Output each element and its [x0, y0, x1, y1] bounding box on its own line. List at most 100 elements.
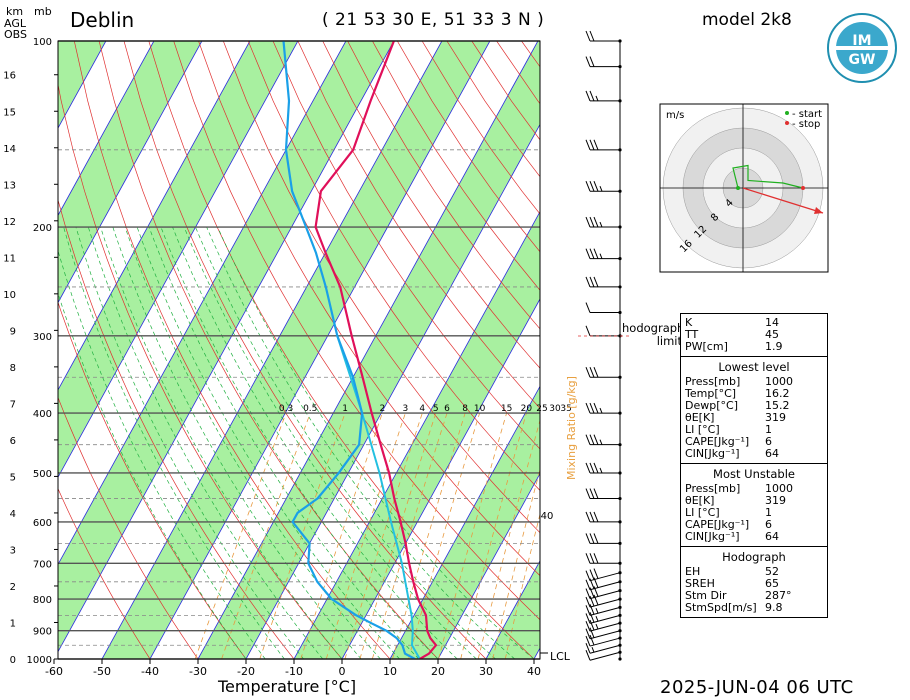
- x-tick-label: -30: [189, 665, 207, 678]
- dry-adiabat: [73, 41, 391, 659]
- barb-flag: [593, 402, 599, 414]
- station-name: Deblin: [70, 8, 135, 32]
- isotherm-lines: [0, 41, 540, 659]
- imgw-logo: IM GW: [826, 12, 898, 84]
- mixing-ratio-tick-label: 35: [560, 404, 571, 414]
- index-value: 1000: [765, 375, 793, 388]
- agl-header: AGL: [4, 17, 26, 30]
- dry-adiabats: [58, 41, 540, 659]
- height-tick-label: 6: [10, 436, 16, 447]
- barb-flag: [593, 367, 599, 378]
- barb-half-flag: [599, 186, 603, 192]
- index-row: CIN[Jkg⁻¹] 64: [681, 531, 827, 543]
- model-name: model 2k8: [702, 10, 792, 30]
- isotherm-line: [0, 41, 10, 659]
- mixing-ratio-tick-label: 2: [379, 404, 385, 414]
- barb-flag: [593, 276, 599, 288]
- isotherm-line: [58, 41, 251, 391]
- barb-flag: [589, 462, 595, 474]
- wind-barb: [585, 586, 621, 600]
- barb-shaft: [589, 572, 621, 582]
- dry-adiabat: [247, 41, 540, 491]
- dry-adiabat: [148, 41, 535, 659]
- wind-barb: [585, 488, 620, 500]
- height-tick-label: 14: [3, 144, 16, 155]
- index-key: StmSpd[m/s]: [685, 601, 757, 614]
- height-tick-label: 12: [3, 217, 16, 228]
- most-unstable-title: Most Unstable: [713, 467, 795, 481]
- wind-barb: [585, 533, 620, 544]
- barb-flag: [585, 90, 591, 102]
- wind-barb: [585, 139, 620, 151]
- index-key: CAPE[Jkg⁻¹]: [685, 435, 750, 448]
- index-value: 45: [765, 328, 779, 341]
- index-key: CIN[Jkg⁻¹]: [685, 447, 740, 460]
- wind-barb: [585, 619, 621, 632]
- pressure-tick-label: 200: [33, 223, 52, 234]
- mixing-ratio-tick-label: 30: [549, 404, 561, 414]
- barb-flag: [589, 276, 595, 288]
- isotherm-line: [149, 41, 491, 659]
- dry-adiabat: [58, 396, 199, 659]
- hodograph-note-line2: limit: [656, 334, 682, 348]
- storm-motion-vector: [742, 187, 824, 214]
- barb-flag: [585, 620, 591, 632]
- basic-indices: K 14 TT 45 PW[cm] 1.9: [681, 314, 827, 357]
- index-value: 1: [765, 506, 772, 519]
- hodograph-unit: m/s: [666, 110, 684, 121]
- index-key: θE[K]: [685, 494, 715, 507]
- index-key: SREH: [685, 577, 715, 590]
- barb-flag: [585, 216, 591, 228]
- barb-flag: [585, 56, 591, 67]
- height-tick-label: 4: [10, 509, 16, 520]
- index-row: CIN[Jkg⁻¹] 64: [681, 448, 827, 460]
- legend-stop-label: - stop: [792, 119, 820, 130]
- index-key: Stm Dir: [685, 589, 727, 602]
- barb-flag: [593, 139, 599, 151]
- index-key: TT: [685, 328, 699, 341]
- barb-flag: [585, 635, 591, 647]
- isotherm-band: [0, 41, 10, 659]
- barb-flag: [593, 434, 599, 445]
- x-tick-label: -40: [141, 665, 159, 678]
- index-value: 15.2: [765, 399, 790, 412]
- x-tick-label: 40: [527, 665, 541, 678]
- index-row: EH 52: [681, 566, 827, 578]
- moist-adiabat: [75, 226, 304, 659]
- barb-flag: [585, 325, 591, 337]
- dry-adiabat: [222, 41, 540, 534]
- wind-barb: [585, 511, 620, 523]
- x-tick-label: 30: [479, 665, 493, 678]
- wind-barb: [585, 367, 620, 378]
- pressure-tick-label: 500: [33, 469, 52, 480]
- barb-flag: [593, 568, 599, 579]
- barb-flag: [593, 181, 599, 192]
- index-row: K 14: [681, 317, 827, 329]
- x-tick-label: -10: [285, 665, 303, 678]
- dry-adiabat: [347, 41, 540, 330]
- index-key: PW[cm]: [685, 340, 728, 353]
- isotherm-band: [198, 41, 540, 659]
- index-row: LI [°C] 1: [681, 507, 827, 519]
- mixing-ratio-tick-label: 0.5: [303, 404, 317, 414]
- mixing-ratio-tick-label: 1: [342, 404, 348, 414]
- barb-flag: [589, 216, 595, 228]
- barb-flag: [585, 30, 591, 42]
- barb-flag: [585, 367, 591, 378]
- index-value: 64: [765, 447, 779, 460]
- mixing-ratio-tick-label: 15: [501, 404, 512, 414]
- legend-stop-dot: [785, 121, 789, 125]
- index-value: 6: [765, 518, 772, 531]
- barb-half-flag: [591, 646, 595, 653]
- barb-shaft: [589, 637, 621, 647]
- barb-flag: [589, 533, 595, 544]
- moist-adiabat: [217, 226, 535, 659]
- index-row: CAPE[Jkg⁻¹] 6: [681, 436, 827, 448]
- hodograph-section: Hodograph EH 52 SREH 65 Stm Dir 287° StmSpd[m/…: [681, 547, 827, 617]
- wind-barb: [585, 402, 620, 414]
- pressure-tick-label: 1000: [27, 655, 52, 666]
- x-tick-label: -60: [45, 665, 63, 678]
- axes: -60 -50 -40 -30 -20 -10 0 10 20 30 401002003004005…: [3, 37, 548, 678]
